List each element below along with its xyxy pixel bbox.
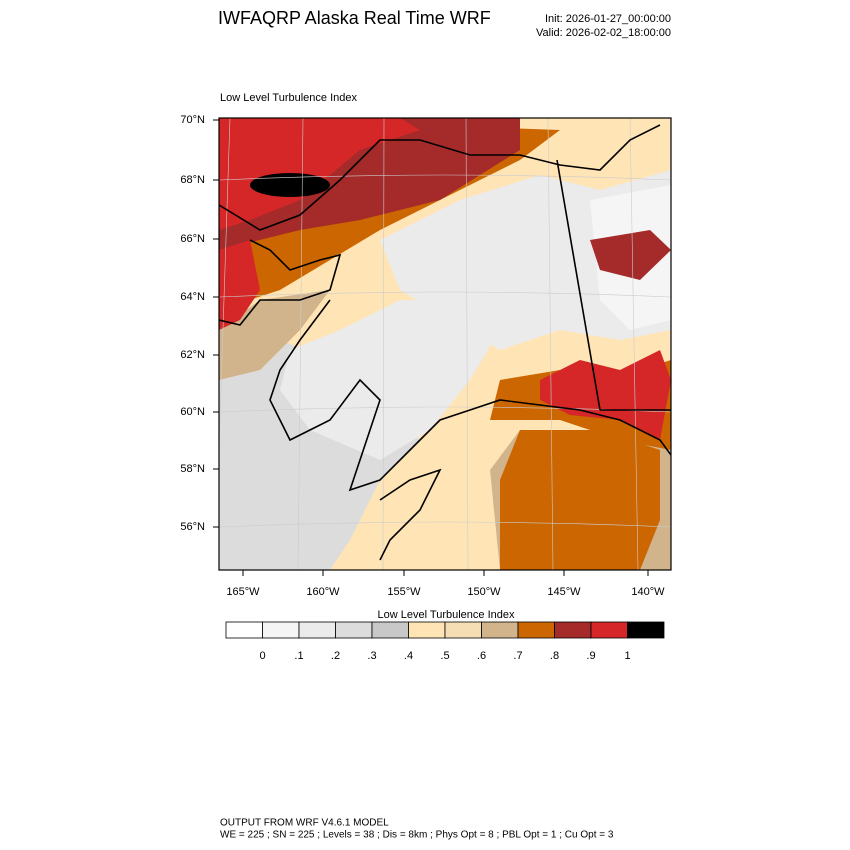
lat-label: 68°N	[180, 174, 205, 186]
colorbar-label: .5	[440, 650, 449, 662]
colorbar-swatch	[627, 621, 665, 639]
colorbar-label: .6	[477, 650, 486, 662]
map-frame	[218, 117, 672, 571]
colorbar-swatch	[554, 621, 592, 639]
lat-label: 62°N	[180, 349, 205, 361]
footer-line: OUTPUT FROM WRF V4.6.1 MODEL	[220, 818, 389, 829]
init-time: Init: 2026-01-27_00:00:00	[545, 13, 671, 25]
colorbar-label: .2	[331, 650, 340, 662]
colorbar-swatch	[444, 621, 482, 639]
colorbar-label: .8	[550, 650, 559, 662]
lon-label: 160°W	[306, 586, 340, 598]
colorbar-swatch	[225, 621, 263, 639]
colorbar-label: 1	[624, 650, 630, 662]
lon-label: 155°W	[387, 586, 421, 598]
colorbar-title: Low Level Turbulence Index	[378, 609, 515, 621]
colorbar-swatch	[298, 621, 336, 639]
colorbar-label: .4	[404, 650, 413, 662]
colorbar-label: .1	[294, 650, 303, 662]
colorbar-label: .7	[513, 650, 522, 662]
colorbar-swatch	[481, 621, 519, 639]
lat-label: 70°N	[180, 114, 205, 126]
lat-label: 64°N	[180, 291, 205, 303]
lon-label: 165°W	[226, 586, 260, 598]
lat-label: 56°N	[180, 521, 205, 533]
colorbar-swatch	[371, 621, 409, 639]
map-field	[219, 118, 671, 570]
colorbar-swatch	[408, 621, 446, 639]
colorbar-label: .9	[586, 650, 595, 662]
colorbar-swatch	[517, 621, 555, 639]
map-title: Low Level Turbulence Index	[220, 92, 357, 104]
lon-label: 145°W	[547, 586, 581, 598]
lon-label: 140°W	[631, 586, 665, 598]
lat-label: 58°N	[180, 463, 205, 475]
lon-label: 150°W	[467, 586, 501, 598]
title: IWFAQRP Alaska Real Time WRF	[218, 8, 491, 28]
footer-line: WE = 225 ; SN = 225 ; Levels = 38 ; Dis …	[220, 830, 614, 841]
lat-label: 66°N	[180, 233, 205, 245]
colorbar-swatch	[335, 621, 373, 639]
colorbar-swatch	[590, 621, 628, 639]
valid-time: Valid: 2026-02-02_18:00:00	[536, 27, 671, 39]
colorbar-label: .3	[367, 650, 376, 662]
colorbar-label: 0	[259, 650, 265, 662]
colorbar-swatch	[262, 621, 300, 639]
lat-label: 60°N	[180, 406, 205, 418]
